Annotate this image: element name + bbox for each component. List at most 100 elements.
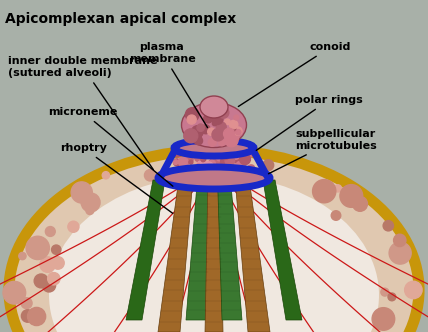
Ellipse shape — [181, 103, 247, 147]
Circle shape — [208, 149, 217, 159]
Circle shape — [263, 160, 273, 171]
Circle shape — [220, 143, 225, 148]
Circle shape — [208, 160, 214, 166]
Circle shape — [236, 161, 245, 171]
Circle shape — [252, 152, 256, 156]
Circle shape — [187, 115, 196, 124]
Circle shape — [202, 162, 214, 174]
Circle shape — [201, 125, 210, 134]
Circle shape — [145, 170, 156, 181]
Circle shape — [240, 154, 250, 165]
Circle shape — [234, 115, 239, 120]
Circle shape — [173, 171, 178, 176]
Circle shape — [381, 288, 389, 296]
Circle shape — [234, 127, 242, 135]
Circle shape — [202, 125, 208, 131]
Ellipse shape — [9, 150, 419, 332]
Circle shape — [213, 145, 225, 156]
Circle shape — [229, 148, 238, 157]
Circle shape — [189, 160, 193, 164]
Text: subpellicular
microtubules: subpellicular microtubules — [268, 129, 377, 174]
Circle shape — [208, 160, 215, 167]
Circle shape — [185, 108, 199, 122]
Circle shape — [353, 197, 368, 211]
Circle shape — [214, 166, 221, 172]
Circle shape — [184, 141, 191, 149]
Circle shape — [218, 107, 229, 118]
Circle shape — [192, 126, 203, 137]
Circle shape — [244, 177, 250, 183]
Circle shape — [233, 164, 242, 173]
Polygon shape — [186, 178, 211, 320]
Ellipse shape — [200, 96, 228, 118]
Circle shape — [180, 178, 190, 187]
Circle shape — [223, 154, 229, 159]
Circle shape — [200, 106, 208, 113]
Circle shape — [179, 158, 185, 164]
Circle shape — [225, 156, 235, 166]
Circle shape — [40, 257, 55, 272]
Circle shape — [200, 165, 205, 170]
Circle shape — [196, 157, 210, 171]
Circle shape — [68, 221, 79, 232]
Circle shape — [172, 177, 181, 186]
Polygon shape — [217, 178, 242, 320]
Circle shape — [196, 135, 202, 141]
Circle shape — [404, 281, 422, 299]
Circle shape — [185, 155, 193, 163]
Circle shape — [389, 242, 411, 264]
Polygon shape — [158, 178, 193, 332]
Text: Apicomplexan apical complex: Apicomplexan apical complex — [5, 12, 236, 26]
Circle shape — [231, 164, 237, 170]
Text: plasma
membrane: plasma membrane — [129, 42, 208, 127]
Circle shape — [189, 144, 199, 154]
Circle shape — [178, 173, 188, 183]
Circle shape — [199, 166, 206, 173]
Circle shape — [208, 138, 216, 146]
Circle shape — [26, 236, 49, 260]
Circle shape — [184, 129, 198, 143]
Circle shape — [197, 124, 204, 131]
Circle shape — [236, 152, 246, 162]
Circle shape — [172, 174, 178, 181]
Circle shape — [195, 137, 202, 145]
Circle shape — [204, 114, 213, 123]
Circle shape — [178, 157, 188, 167]
Circle shape — [214, 133, 219, 137]
Circle shape — [188, 179, 194, 185]
Circle shape — [247, 173, 254, 180]
Circle shape — [388, 293, 396, 301]
Circle shape — [189, 151, 195, 157]
Circle shape — [51, 245, 61, 254]
Circle shape — [34, 274, 48, 288]
Circle shape — [331, 211, 341, 220]
Text: rhoptry: rhoptry — [60, 143, 173, 213]
Ellipse shape — [176, 141, 252, 154]
Circle shape — [19, 252, 26, 260]
Circle shape — [216, 153, 222, 159]
Circle shape — [212, 121, 217, 126]
Ellipse shape — [49, 175, 379, 332]
Circle shape — [215, 143, 220, 149]
Circle shape — [220, 145, 229, 155]
Text: polar rings: polar rings — [256, 95, 363, 150]
Circle shape — [202, 170, 211, 179]
Circle shape — [178, 160, 188, 170]
Circle shape — [234, 173, 241, 179]
Text: conoid: conoid — [238, 42, 351, 107]
Circle shape — [248, 165, 255, 172]
Circle shape — [216, 152, 225, 161]
Circle shape — [208, 140, 217, 148]
Polygon shape — [235, 178, 270, 332]
Circle shape — [21, 310, 34, 322]
Circle shape — [216, 122, 226, 132]
Circle shape — [340, 185, 363, 208]
Circle shape — [225, 134, 238, 147]
Circle shape — [223, 128, 235, 139]
Circle shape — [231, 151, 242, 163]
Text: microneme: microneme — [48, 107, 173, 186]
Circle shape — [201, 157, 206, 162]
Circle shape — [196, 164, 201, 169]
Circle shape — [236, 129, 241, 135]
Circle shape — [214, 151, 223, 160]
